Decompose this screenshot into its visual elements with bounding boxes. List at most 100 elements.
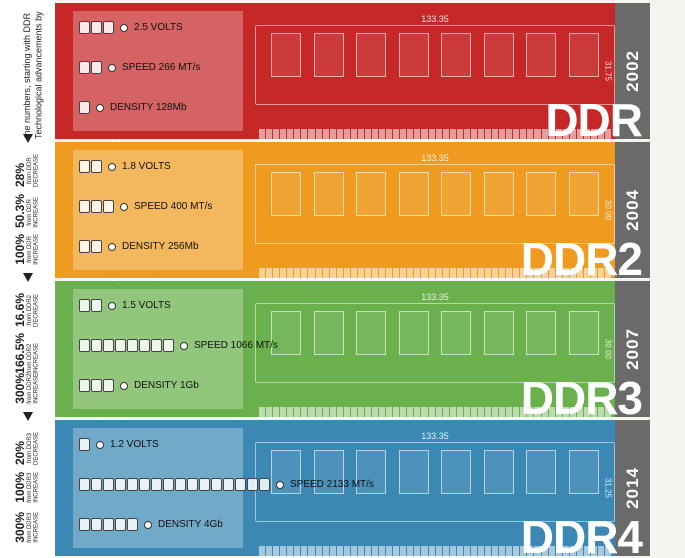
spec-dot-icon [120,382,128,390]
memory-chip [399,450,429,494]
dimm-chips [255,311,615,355]
spec-dot-icon [96,104,104,112]
spec-dot-icon [180,342,188,350]
spec-label: DENSITY 256Mb [122,241,199,252]
year-label: 2004 [623,189,643,231]
sidebar-title: Technological advancements by the number… [22,5,45,145]
memory-chip [356,172,386,216]
spec-bar [79,200,114,213]
spec-volts: 1.2 VOLTS [79,438,159,451]
memory-chip [441,172,471,216]
spec-bar [79,478,270,491]
memory-chip [569,172,599,216]
memory-chip [526,450,556,494]
spec-bar [79,101,90,114]
memory-chip [569,33,599,77]
dimm-width-label: 133.35 [421,431,449,441]
memory-chip [441,450,471,494]
spec-label: DENSITY 128Mb [110,102,187,113]
spec-density: DENSITY 128Mb [79,101,187,114]
spec-label: SPEED 266 MT/s [122,62,200,73]
spec-density: DENSITY 1Gb [79,379,199,392]
spec-dot-icon [276,481,284,489]
spec-bar [79,299,102,312]
memory-chip [399,172,429,216]
memory-chip [484,33,514,77]
spec-volts: 2.5 VOLTS [79,21,183,34]
memory-chip [484,311,514,355]
delta-stat: 300% INCREASEfrom DDR3 [2,512,52,545]
dimm-pins [255,268,615,280]
year-label: 2007 [623,328,643,370]
spec-volts: 1.8 VOLTS [79,160,171,173]
spec-density: DENSITY 256Mb [79,240,199,253]
memory-chip [526,172,556,216]
spec-bar [79,518,138,531]
spec-speed: SPEED 1066 MT/s [79,339,278,352]
memory-chip [484,172,514,216]
dimm-pins [255,129,615,141]
dimm-illustration: 133.3530.00 [255,154,615,266]
gen-row-ddr3: 2007DDR3133.3530.001.5 VOLTSSPEED 1066 M… [55,281,650,417]
memory-chip [356,311,386,355]
spec-bar [79,438,90,451]
gen-row-ddr4: 2014DDR4133.3531.251.2 VOLTSSPEED 2133 M… [55,420,650,556]
spec-dot-icon [96,441,104,449]
spec-bar [79,379,114,392]
spec-label: 2.5 VOLTS [134,22,183,33]
memory-chip [569,450,599,494]
dimm-pins [255,407,615,419]
memory-chip [526,311,556,355]
arrow-down-icon [23,273,33,282]
spec-dot-icon [108,64,116,72]
spec-bar [79,61,102,74]
spec-volts: 1.5 VOLTS [79,299,171,312]
year-label: 2002 [623,50,643,92]
spec-dot-icon [108,163,116,171]
memory-chip [314,172,344,216]
dimm-width-label: 133.35 [421,292,449,302]
memory-chip [271,172,301,216]
delta-stat: 300% INCREASEfrom DDR2 [2,373,52,406]
spec-label: SPEED 2133 MT/s [290,479,374,490]
memory-chip [399,311,429,355]
spec-bar [79,160,102,173]
memory-chip [441,311,471,355]
memory-chip [271,33,301,77]
dimm-chips [255,33,615,77]
spec-dot-icon [144,521,152,529]
spec-bar [79,21,114,34]
dimm-chips [255,172,615,216]
spec-bar [79,240,102,253]
spec-label: DENSITY 1Gb [134,380,199,391]
arrow-down-icon [23,134,33,143]
spec-dot-icon [120,203,128,211]
dimm-pins [255,546,615,558]
dimm-width-label: 133.35 [421,153,449,163]
spec-speed: SPEED 400 MT/s [79,200,212,213]
spec-density: DENSITY 4Gb [79,518,223,531]
spec-label: DENSITY 4Gb [158,519,223,530]
memory-chip [314,33,344,77]
year-label: 2014 [623,467,643,509]
gen-row-ddr: 2002DDR133.3531.752.5 VOLTSSPEED 266 MT/… [55,3,650,139]
spec-dot-icon [108,302,116,310]
delta-stat: 28% DECREASEfrom DDR [2,154,52,189]
delta-stat: 16.6% DECREASEfrom DDR2 [2,293,52,329]
spec-speed: SPEED 2133 MT/s [79,478,374,491]
memory-chip [484,450,514,494]
arrow-down-icon [23,412,33,421]
dimm-width-label: 133.35 [421,14,449,24]
delta-stat: 50.3% INCREASEfrom DDR [2,194,52,230]
memory-chip [441,33,471,77]
spec-label: SPEED 400 MT/s [134,201,212,212]
memory-chip [356,33,386,77]
spec-label: 1.2 VOLTS [110,439,159,450]
memory-chip [399,33,429,77]
memory-chip [314,311,344,355]
spec-label: SPEED 1066 MT/s [194,340,278,351]
delta-stat: 166.5% INCREASEfrom DDR2 [2,333,52,376]
spec-label: 1.5 VOLTS [122,300,171,311]
memory-chip [569,311,599,355]
memory-chip [526,33,556,77]
